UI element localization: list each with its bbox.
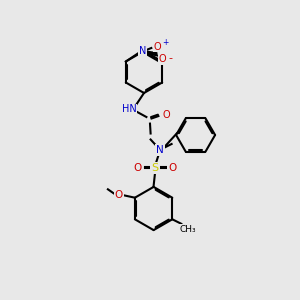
Text: O: O [162,110,170,121]
Text: O: O [154,41,161,52]
Text: CH₃: CH₃ [180,225,196,234]
Text: -: - [168,53,172,63]
Text: N: N [139,46,146,56]
Text: O: O [168,163,176,173]
Text: O: O [134,163,142,173]
Text: O: O [115,190,123,200]
Text: N: N [156,145,164,155]
Text: HN: HN [122,104,136,115]
Text: S: S [152,163,159,173]
Text: O: O [159,54,166,64]
Text: +: + [162,38,169,47]
